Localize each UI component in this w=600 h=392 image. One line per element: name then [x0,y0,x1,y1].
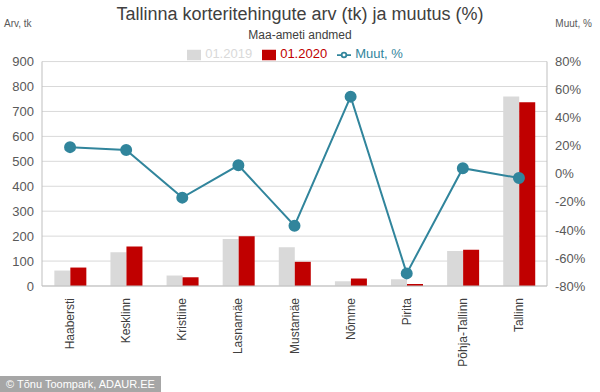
svg-text:Lasnamäe: Lasnamäe [231,298,245,354]
svg-text:Haabersti: Haabersti [63,298,77,349]
html-text:Muut, %: Muut, % [355,46,403,61]
svg-text:40%: 40% [555,110,581,125]
html-text:Muut, %: Muut, % [555,18,592,29]
html-text:01.2019: 01.2019 [205,46,253,61]
svg-text:600: 600 [12,129,34,144]
html-text:Tallinna korteritehingute arv: Tallinna korteritehingute arv (tk) ja mu… [116,4,484,24]
svg-text:400: 400 [12,179,34,194]
svg-text:60%: 60% [555,82,581,97]
html-text:© Tõnu Toompark, ADAUR.EE: © Tõnu Toompark, ADAUR.EE [6,378,155,390]
svg-text:800: 800 [12,79,34,94]
html-text:Maa-ameti andmed: Maa-ameti andmed [248,28,352,42]
svg-text:80%: 80% [555,54,581,69]
svg-text:20%: 20% [555,138,581,153]
svg-text:900: 900 [12,54,34,69]
svg-text:0: 0 [27,279,34,294]
svg-text:500: 500 [12,154,34,169]
svg-text:Kristiine: Kristiine [175,298,189,341]
html-text:01.2020: 01.2020 [280,46,328,61]
svg-text:700: 700 [12,104,34,119]
html-text:Arv, tk: Arv, tk [4,18,32,29]
svg-text:Põhja-Tallinn: Põhja-Tallinn [456,298,470,367]
svg-text:0%: 0% [555,166,574,181]
svg-text:Mustamäe: Mustamäe [288,298,302,354]
svg-text:300: 300 [12,204,34,219]
svg-text:Pirita: Pirita [400,298,414,326]
svg-text:Tallinn: Tallinn [512,298,526,332]
svg-text:-80%: -80% [555,279,586,294]
svg-text:Kesklinn: Kesklinn [119,298,133,343]
svg-text:-20%: -20% [555,194,586,209]
svg-text:100: 100 [12,254,34,269]
svg-text:-60%: -60% [555,251,586,266]
svg-text:Nõmme: Nõmme [344,298,358,340]
svg-text:-40%: -40% [555,223,586,238]
svg-text:200: 200 [12,229,34,244]
